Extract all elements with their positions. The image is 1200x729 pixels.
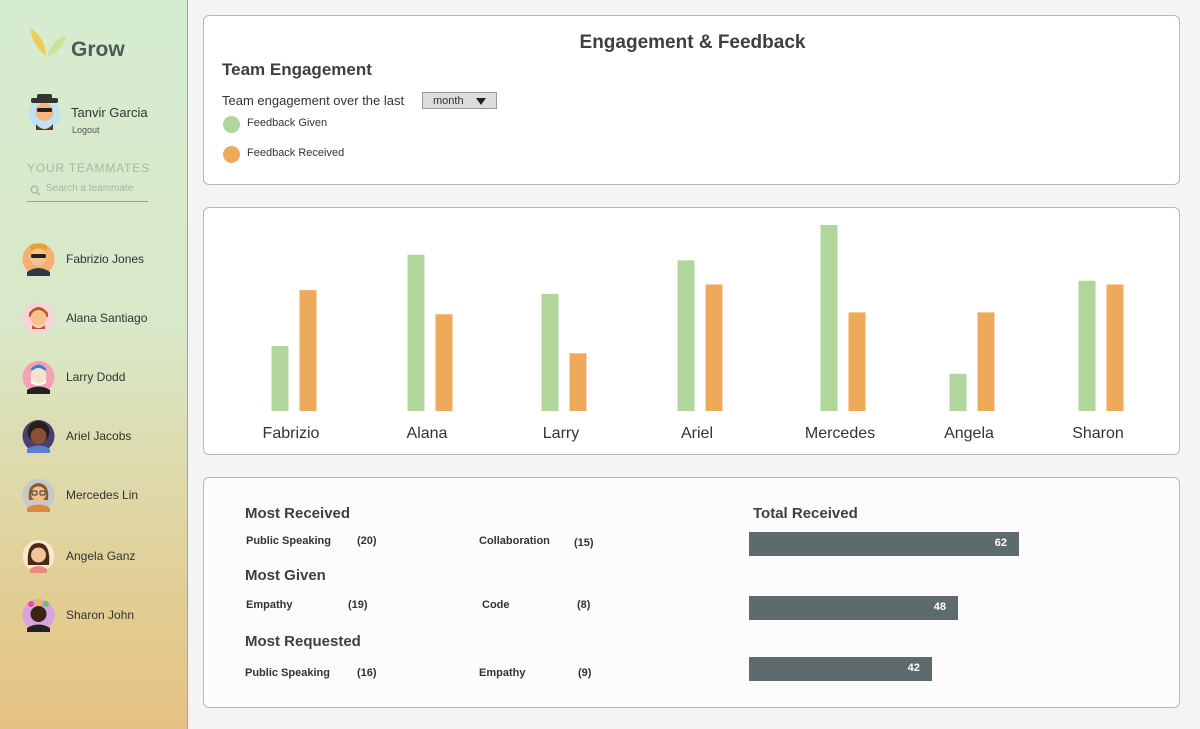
teammate-fabrizio[interactable]: Fabrizio Jones xyxy=(22,242,182,276)
bar-given-angela xyxy=(949,373,967,411)
legend-received-label: Feedback Received xyxy=(247,147,345,159)
grow-logo xyxy=(30,28,66,56)
teammate-name: Mercedes Lin xyxy=(66,488,139,502)
category-label-larry: Larry xyxy=(543,425,579,442)
bar-received-sharon xyxy=(1106,284,1124,411)
most-received-item-2: Collaboration xyxy=(479,535,550,547)
most-received-heading: Most Received xyxy=(245,505,351,522)
most-requested-count-1: (16) xyxy=(357,667,377,679)
category-label-alana: Alana xyxy=(407,425,448,442)
section-title: Team Engagement xyxy=(222,60,372,79)
period-label: Team engagement over the last xyxy=(222,93,405,108)
teammate-name: Alana Santiago xyxy=(66,311,148,325)
caret-down-icon xyxy=(476,98,486,105)
most-received-count-2: (15) xyxy=(574,537,594,549)
teammate-search xyxy=(27,182,148,202)
most-requested-item-1: Public Speaking xyxy=(245,667,330,679)
bar-received-ariel xyxy=(705,284,723,411)
bar-received-larry xyxy=(569,353,587,411)
avatar xyxy=(22,599,55,632)
category-label-sharon: Sharon xyxy=(1072,425,1124,442)
sidebar: Grow Tanvir Garcia Logout YOUR TEAMMATES… xyxy=(0,0,188,729)
avatar xyxy=(22,420,55,453)
avatar xyxy=(22,243,55,276)
bar-received-angela xyxy=(977,312,995,411)
most-given-count-2: (8) xyxy=(577,599,591,611)
engagement-header-card: Engagement & Feedback Team Engagement Te… xyxy=(203,15,1180,185)
period-dropdown[interactable]: month xyxy=(422,92,497,109)
app-name: Grow xyxy=(71,38,125,61)
total-bar-1: 62 xyxy=(749,532,1019,556)
legend-given-label: Feedback Given xyxy=(247,117,328,129)
most-given-item-1: Empathy xyxy=(246,599,293,611)
legend-given-swatch xyxy=(223,116,240,133)
avatar xyxy=(22,302,55,334)
teammate-ariel[interactable]: Ariel Jacobs xyxy=(22,419,182,453)
bar-received-alana xyxy=(435,314,453,411)
most-given-count-1: (19) xyxy=(348,599,368,611)
most-requested-item-2: Empathy xyxy=(479,667,526,679)
search-icon xyxy=(30,185,41,196)
engagement-chart-card: Fabrizio Alana Larry Ariel Mercedes Angela Sha… xyxy=(203,207,1180,455)
user-name: Tanvir Garcia xyxy=(71,105,148,120)
total-bar-2-value: 48 xyxy=(933,601,947,613)
logout-link[interactable]: Logout xyxy=(72,125,100,135)
teammate-name: Fabrizio Jones xyxy=(66,252,145,266)
bar-given-ariel xyxy=(677,260,695,411)
bar-given-fabrizio xyxy=(271,345,289,411)
legend-received-swatch xyxy=(223,146,240,163)
avatar xyxy=(22,361,55,394)
teammates-heading: YOUR TEAMMATES xyxy=(27,161,150,175)
period-value: month xyxy=(433,95,464,107)
bar-given-alana xyxy=(407,254,425,411)
total-bar-2: 48 xyxy=(749,596,959,620)
total-bar-3: 42 xyxy=(749,657,932,681)
bar-given-mercedes xyxy=(820,225,838,411)
most-received-item-1: Public Speaking xyxy=(246,535,331,547)
most-requested-heading: Most Requested xyxy=(245,633,361,650)
bar-received-fabrizio xyxy=(299,290,317,411)
total-received-heading: Total Received xyxy=(753,505,858,522)
teammate-angela[interactable]: Angela Ganz xyxy=(22,539,182,573)
feedback-stats-card: Most Received Public Speaking (20) Colla… xyxy=(203,477,1180,708)
teammate-sharon[interactable]: Sharon John xyxy=(22,598,182,632)
most-given-item-2: Code xyxy=(482,599,510,611)
category-label-ariel: Ariel xyxy=(681,425,713,442)
engagement-bar-chart: Fabrizio Alana Larry Ariel Mercedes Angela Sha… xyxy=(263,225,1124,442)
most-given-heading: Most Given xyxy=(245,567,326,584)
user-avatar[interactable] xyxy=(28,94,61,132)
category-label-mercedes: Mercedes xyxy=(805,425,875,442)
most-requested-count-2: (9) xyxy=(578,667,592,679)
most-received-count-1: (20) xyxy=(357,535,377,547)
total-bar-1-value: 62 xyxy=(994,537,1007,549)
page-title: Engagement & Feedback xyxy=(579,32,806,53)
teammate-name: Ariel Jacobs xyxy=(66,429,132,443)
total-bar-3-value: 42 xyxy=(907,662,920,674)
category-label-angela: Angela xyxy=(944,425,994,442)
avatar xyxy=(22,479,55,512)
teammate-larry[interactable]: Larry Dodd xyxy=(22,360,182,394)
bar-given-sharon xyxy=(1078,280,1096,411)
teammate-name: Angela Ganz xyxy=(66,549,136,563)
teammate-name: Larry Dodd xyxy=(66,370,126,384)
search-input[interactable] xyxy=(46,183,146,194)
teammate-alana[interactable]: Alana Santiago xyxy=(22,301,182,335)
category-label-fabrizio: Fabrizio xyxy=(263,425,320,442)
teammate-name: Sharon John xyxy=(66,608,135,622)
teammate-mercedes[interactable]: Mercedes Lin xyxy=(22,478,182,512)
bar-received-mercedes xyxy=(848,312,866,411)
avatar xyxy=(22,540,55,573)
bar-given-larry xyxy=(541,293,559,411)
